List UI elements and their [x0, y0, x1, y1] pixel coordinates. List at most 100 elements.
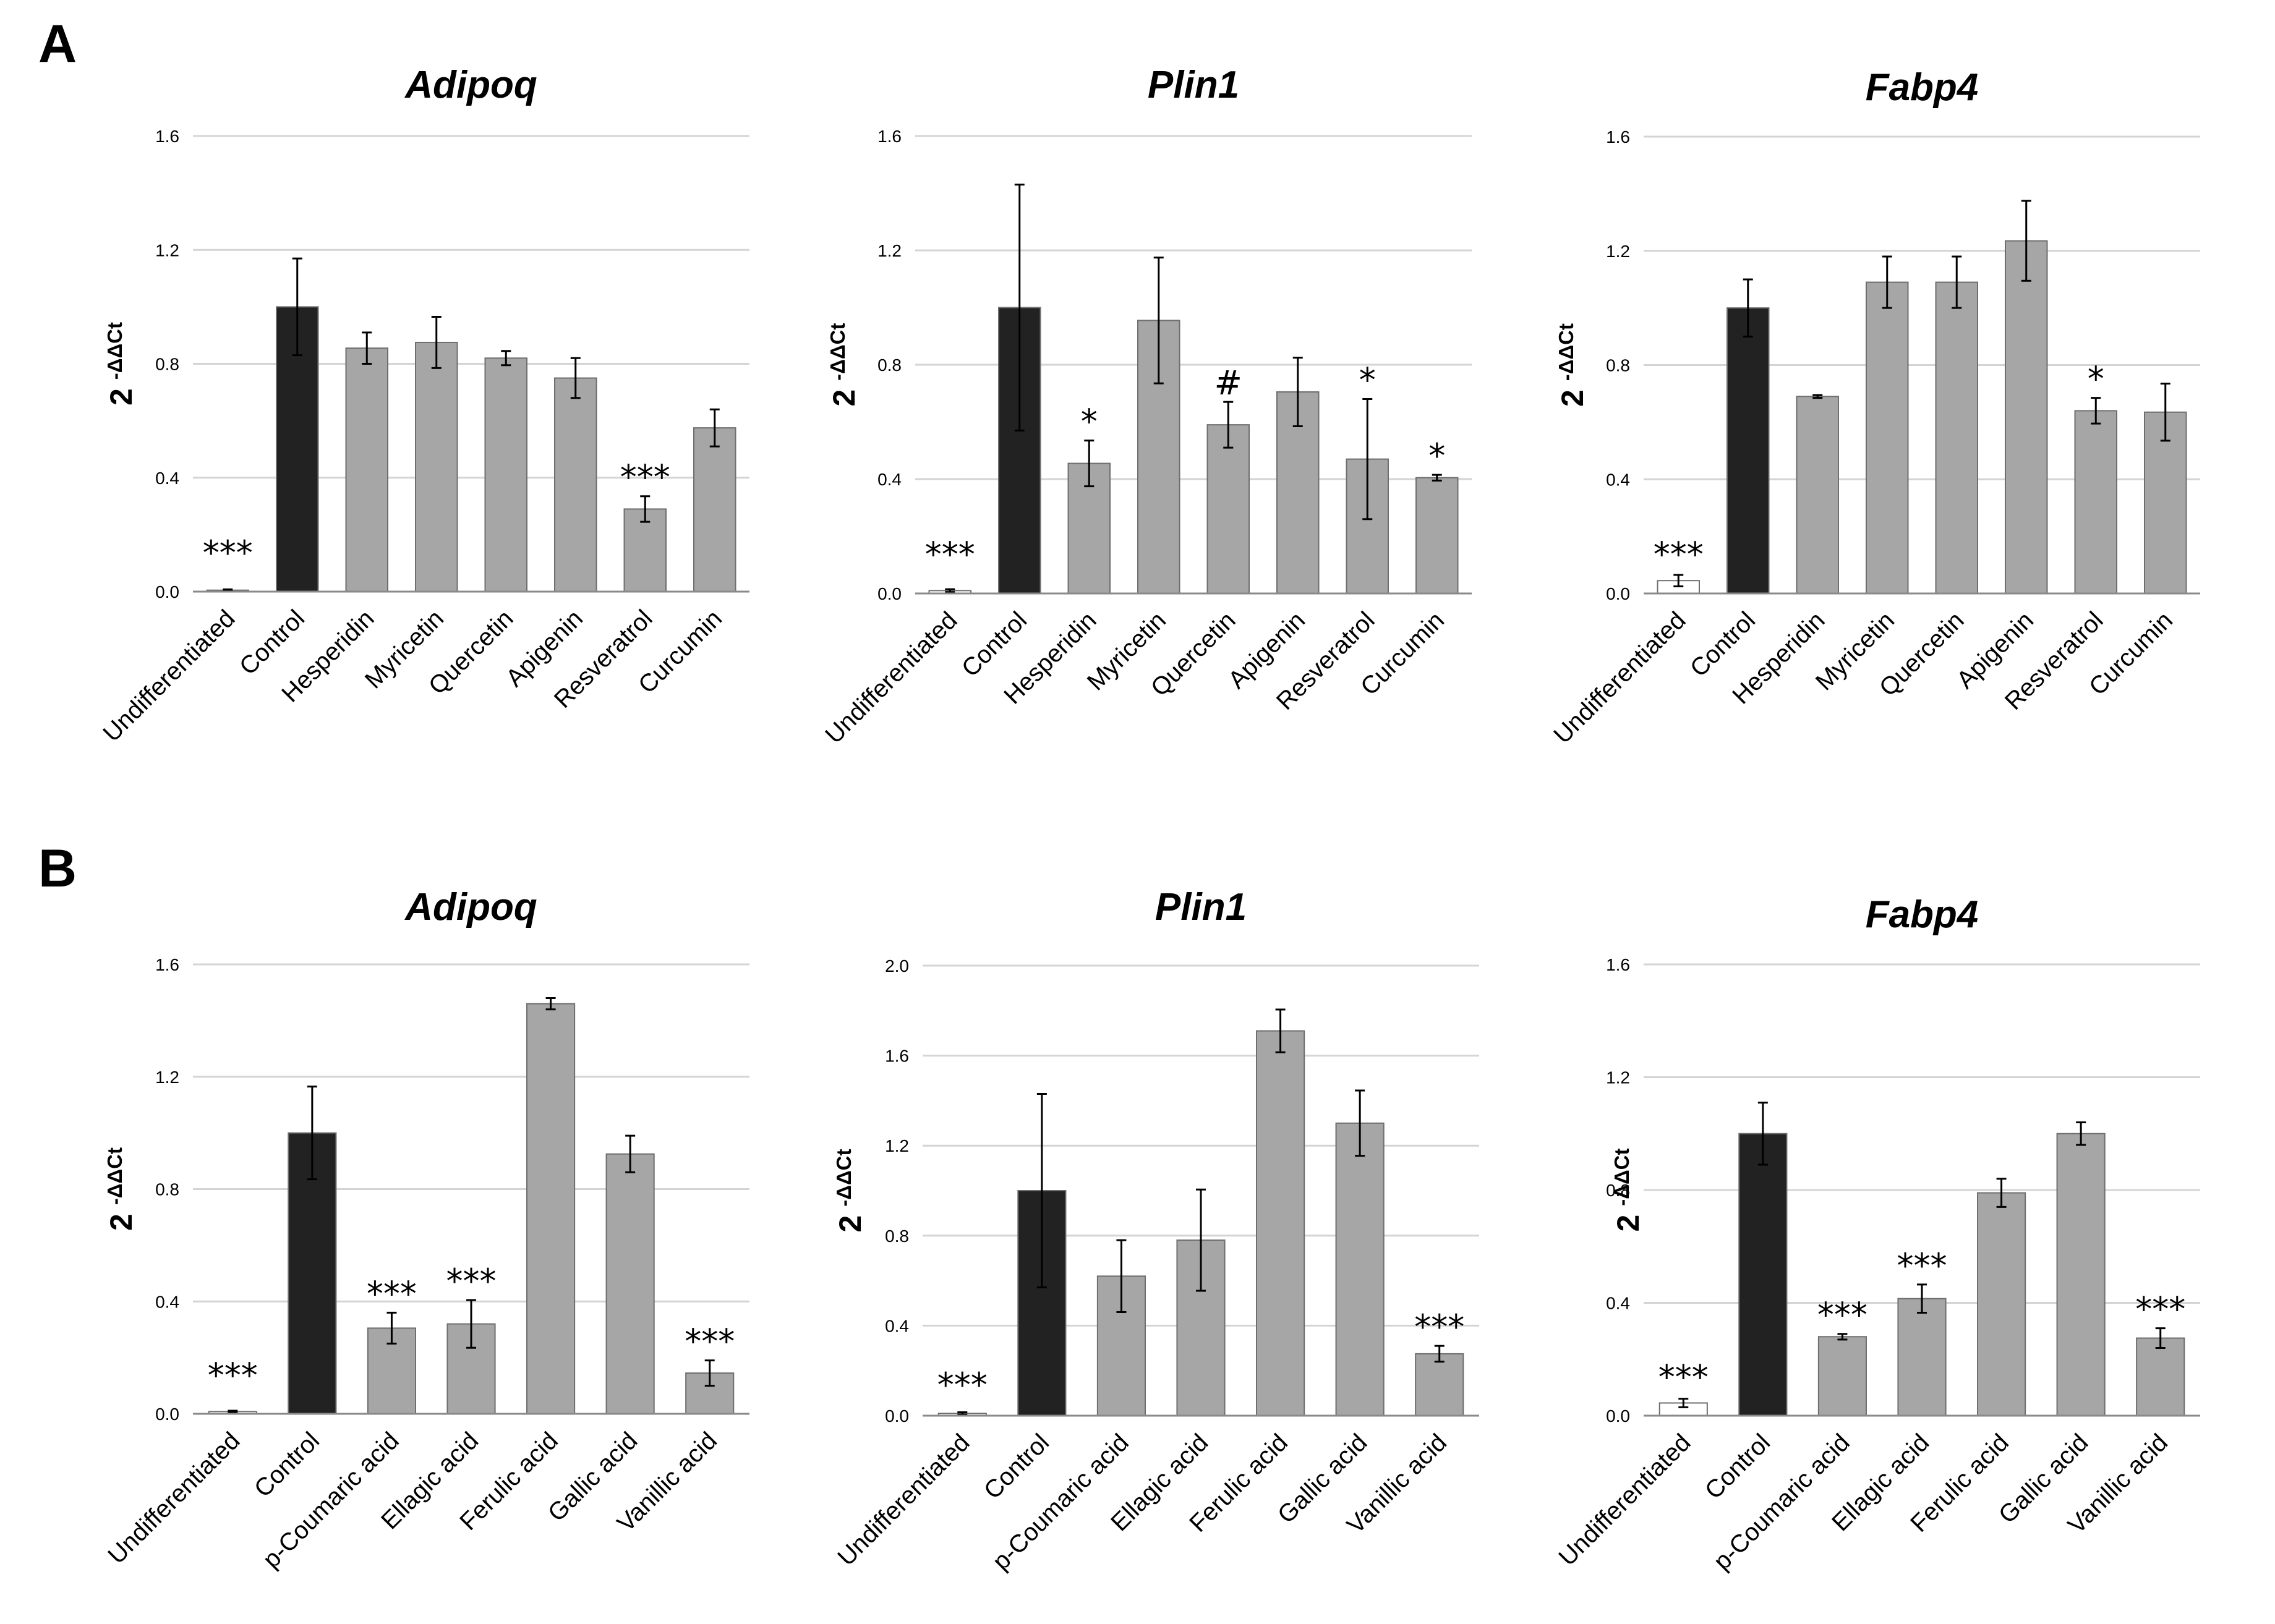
chart-b-fabp4: Fabp4 0.0 0.4 0.8 1.2 1.6 2 -ΔΔCt *** Undifferen… [1553, 893, 2200, 1575]
y-tick-label: 1.6 [1606, 127, 1630, 147]
bar [2056, 1133, 2106, 1416]
category-label: Control [249, 1427, 325, 1502]
chart-title: Adipoq [404, 886, 537, 929]
chart-b-adipoq: Adipoq 0.0 0.4 0.8 1.2 1.6 2 -ΔΔCt *** Undiffere… [103, 886, 749, 1573]
y-axis-label-base: 2 [104, 380, 139, 406]
y-axis-label-superscript: -ΔΔCt [1610, 1149, 1633, 1206]
bar [693, 427, 736, 592]
bar [2136, 1337, 2185, 1416]
chart-title: Plin1 [1148, 64, 1239, 106]
bar [1977, 1192, 2026, 1416]
y-axis-label-superscript: -ΔΔCt [103, 1147, 126, 1205]
y-tick-label: 1.2 [155, 1068, 179, 1087]
bar [1738, 1133, 1788, 1416]
chart-title: Plin1 [1155, 886, 1247, 929]
bar [1415, 1353, 1464, 1416]
y-tick-label: 0.8 [155, 1180, 179, 1199]
y-axis-label-base: 2 [827, 381, 861, 407]
significance-label: *** [1658, 1358, 1709, 1397]
significance-label: *** [203, 534, 253, 572]
y-tick-label: 0.0 [885, 1406, 909, 1426]
category-label: Undifferentiated [820, 606, 962, 749]
y-tick-label: 0.8 [877, 355, 902, 375]
y-axis-label: 2 -ΔΔCt [826, 323, 861, 407]
bar [526, 1003, 576, 1415]
bar [2074, 410, 2117, 595]
category-label: Undifferentiated [1553, 1429, 1696, 1571]
bar [605, 1153, 655, 1414]
significance-label: *** [925, 535, 975, 574]
y-tick-label: 1.2 [885, 1136, 909, 1155]
significance-label: * [1359, 361, 1376, 400]
significance-label: *** [685, 1322, 735, 1361]
chart-a-plin1: Plin1 0.0 0.4 0.8 1.2 1.6 2 -ΔΔCt *** Undifferen… [820, 64, 1472, 749]
y-tick-label: 0.4 [877, 470, 902, 489]
bar [554, 377, 597, 592]
significance-label: *** [620, 458, 670, 497]
y-axis-label: 2 -ΔΔCt [832, 1149, 868, 1233]
y-tick-label: 1.6 [155, 955, 179, 974]
y-tick-label: 1.6 [1606, 955, 1630, 974]
y-axis-label-base: 2 [833, 1207, 868, 1233]
y-tick-label: 0.8 [885, 1227, 909, 1246]
y-tick-label: 0.4 [1606, 470, 1630, 489]
y-tick-label: 1.6 [885, 1047, 909, 1066]
y-axis-label: 2 -ΔΔCt [103, 1147, 139, 1231]
category-label: Control [979, 1429, 1054, 1504]
y-tick-label: 1.2 [1606, 242, 1630, 261]
significance-label: *** [1897, 1246, 1947, 1285]
chart-a-adipoq: Adipoq 0.0 0.4 0.8 1.2 1.6 2 -ΔΔCt *** Undiffere… [98, 64, 749, 747]
y-tick-label: 0.0 [1606, 1406, 1630, 1426]
chart-title: Fabp4 [1866, 66, 1979, 109]
significance-label: *** [1414, 1307, 1464, 1346]
y-tick-label: 0.4 [155, 469, 179, 488]
y-tick-label: 0.0 [155, 1405, 179, 1424]
bar [1256, 1030, 1305, 1417]
chart-b-plin1: Plin1 0.0 0.4 0.8 1.2 1.6 2.0 2 -ΔΔCt *** Undiffe… [832, 886, 1479, 1575]
y-axis-label-superscript: -ΔΔCt [832, 1149, 855, 1207]
bar [1206, 424, 1250, 594]
bar [345, 347, 388, 593]
significance-label: * [1428, 436, 1445, 475]
bar [1415, 477, 1459, 594]
significance-label: # [1214, 363, 1242, 402]
chart-title: Fabp4 [1866, 893, 1979, 936]
y-axis-label: 2 -ΔΔCt [1555, 323, 1590, 407]
bar [1897, 1298, 1947, 1416]
significance-label: *** [2135, 1290, 2185, 1329]
y-tick-label: 0.4 [885, 1316, 909, 1335]
bar [1817, 1336, 1867, 1416]
significance-label: *** [367, 1274, 417, 1313]
category-label: Control [1700, 1429, 1775, 1504]
y-tick-label: 1.2 [1606, 1068, 1630, 1087]
category-label: p-Coumaric acid [1709, 1429, 1855, 1575]
bar [415, 341, 458, 592]
y-tick-label: 0.4 [155, 1292, 179, 1311]
y-tick-label: 1.6 [877, 127, 902, 146]
y-tick-label: 1.6 [155, 127, 179, 146]
y-axis-label-base: 2 [1555, 381, 1590, 407]
category-label: Undifferentiated [98, 605, 240, 747]
panel-label-b: B [38, 839, 77, 898]
significance-label: *** [208, 1356, 258, 1395]
y-tick-label: 0.0 [1606, 584, 1630, 603]
y-axis-label-superscript: -ΔΔCt [103, 322, 126, 380]
panel-label-a: A [38, 14, 77, 74]
y-tick-label: 0.0 [877, 584, 902, 603]
bar [484, 357, 527, 592]
category-label: Undifferentiated [1548, 606, 1691, 749]
y-axis-label-base: 2 [104, 1205, 139, 1231]
bar [1866, 281, 1909, 594]
y-tick-label: 1.2 [877, 241, 902, 260]
y-tick-label: 0.8 [1606, 1181, 1630, 1200]
category-label: Undifferentiated [103, 1427, 245, 1569]
y-axis-label: 2 -ΔΔCt [1610, 1149, 1645, 1232]
significance-label: *** [1817, 1296, 1867, 1335]
bar [1727, 307, 1770, 594]
bar [2005, 240, 2048, 595]
bar [1796, 396, 1839, 595]
y-axis-label-superscript: -ΔΔCt [1555, 323, 1577, 381]
y-axis-label: 2 -ΔΔCt [103, 322, 139, 406]
y-tick-label: 0.0 [155, 582, 179, 602]
